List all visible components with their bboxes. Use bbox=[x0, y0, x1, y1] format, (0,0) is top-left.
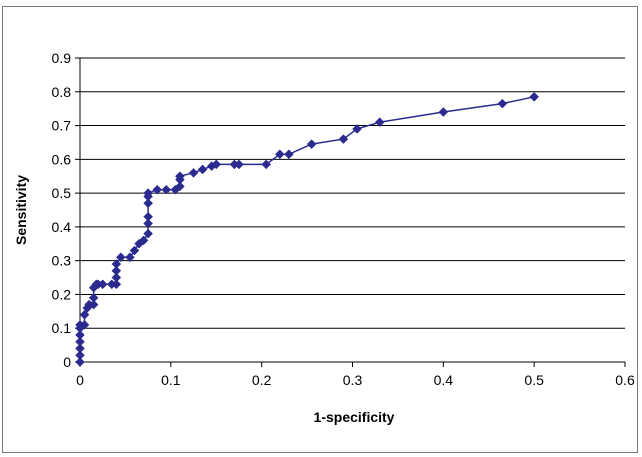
data-point-30 bbox=[143, 198, 153, 209]
data-point-32 bbox=[143, 188, 153, 198]
data-point-34 bbox=[161, 184, 172, 195]
data-point-24 bbox=[129, 245, 140, 256]
data-point-47 bbox=[284, 149, 294, 160]
data-point-51 bbox=[374, 117, 385, 128]
y-tick-label-0: 0 bbox=[63, 354, 71, 370]
data-point-53 bbox=[497, 98, 508, 109]
data-point-22 bbox=[116, 252, 126, 263]
data-point-3 bbox=[75, 336, 85, 347]
y-tick-label-1: 0.1 bbox=[52, 320, 72, 336]
series bbox=[75, 91, 540, 367]
data-point-21 bbox=[111, 259, 122, 269]
data-point-49 bbox=[338, 134, 349, 144]
x-axis-title: 1-specificity bbox=[314, 409, 395, 425]
x-tick-label-0: 0 bbox=[76, 372, 84, 388]
data-point-40 bbox=[197, 164, 208, 175]
x-tick-label-2: 0.2 bbox=[252, 372, 272, 388]
data-point-39 bbox=[188, 167, 199, 178]
x-tick-label-6: 0.6 bbox=[615, 372, 635, 388]
chart-frame bbox=[2, 6, 638, 453]
tick-labels: 0 0.1 0.2 0.3 0.4 0.5 0.6 0.7 0.8 0.9 0 0.1 0.2 0.3 0.… bbox=[52, 50, 635, 388]
y-tick-label-2: 0.2 bbox=[52, 286, 72, 302]
axes bbox=[75, 57, 626, 367]
data-point-27 bbox=[143, 228, 153, 239]
data-point-20 bbox=[111, 265, 122, 276]
data-point-33 bbox=[152, 184, 163, 195]
data-point-54 bbox=[529, 91, 540, 102]
data-point-8 bbox=[79, 309, 90, 320]
x-tick-label-5: 0.5 bbox=[524, 372, 544, 388]
data-point-1 bbox=[75, 350, 85, 361]
data-point-52 bbox=[438, 107, 449, 117]
y-tick-label-7: 0.7 bbox=[52, 118, 72, 134]
y-tick-label-9: 0.9 bbox=[52, 50, 72, 66]
data-point-38 bbox=[175, 171, 185, 182]
x-tick-label-3: 0.3 bbox=[343, 372, 363, 388]
y-tick-label-6: 0.6 bbox=[52, 151, 72, 167]
gridlines bbox=[80, 57, 625, 329]
x-tick-label-4: 0.4 bbox=[434, 372, 454, 388]
x-tick-label-1: 0.1 bbox=[161, 372, 181, 388]
data-point-29 bbox=[143, 211, 153, 222]
data-point-19 bbox=[111, 272, 122, 283]
data-point-16 bbox=[97, 279, 108, 290]
data-point-28 bbox=[143, 218, 153, 229]
y-axis-title: Sensitivity bbox=[13, 175, 29, 245]
data-point-12 bbox=[88, 292, 99, 303]
y-tick-label-8: 0.8 bbox=[52, 84, 72, 100]
data-point-44 bbox=[234, 159, 244, 170]
data-point-50 bbox=[352, 124, 362, 134]
data-point-36 bbox=[175, 181, 185, 192]
data-point-7 bbox=[79, 319, 90, 330]
data-point-2 bbox=[75, 343, 85, 354]
y-tick-label-5: 0.5 bbox=[52, 185, 72, 201]
y-tick-label-3: 0.3 bbox=[52, 253, 72, 269]
data-point-48 bbox=[306, 139, 317, 149]
data-point-42 bbox=[211, 159, 222, 170]
data-point-11 bbox=[88, 299, 99, 310]
data-point-45 bbox=[261, 159, 272, 170]
data-point-0 bbox=[75, 357, 85, 367]
data-point-26 bbox=[138, 235, 149, 246]
data-point-18 bbox=[111, 279, 122, 290]
data-point-46 bbox=[274, 149, 285, 160]
data-point-4 bbox=[75, 330, 85, 340]
y-tick-label-4: 0.4 bbox=[52, 219, 72, 235]
data-point-23 bbox=[125, 252, 135, 263]
